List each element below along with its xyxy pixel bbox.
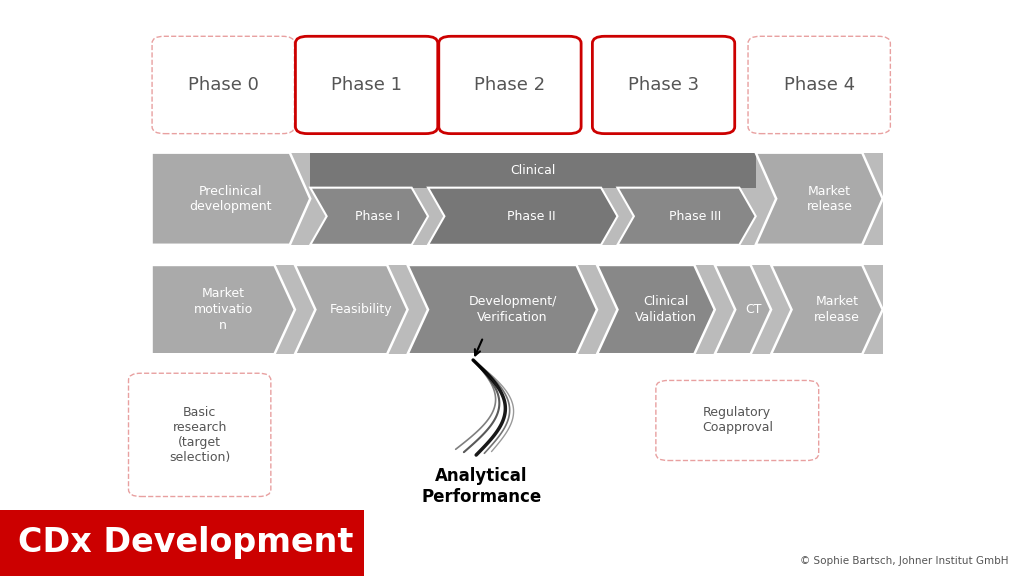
Text: Market
motivatio
n: Market motivatio n bbox=[194, 287, 253, 332]
Bar bbox=[152, 153, 883, 245]
Text: Phase III: Phase III bbox=[669, 210, 721, 223]
Text: Phase 2: Phase 2 bbox=[474, 76, 546, 94]
Text: Phase II: Phase II bbox=[507, 210, 555, 223]
Text: Basic
research
(target
selection): Basic research (target selection) bbox=[169, 406, 230, 464]
Polygon shape bbox=[310, 188, 428, 245]
Text: Development/
Verification: Development/ Verification bbox=[468, 295, 557, 324]
Text: Phase 3: Phase 3 bbox=[628, 76, 699, 94]
Polygon shape bbox=[152, 153, 310, 245]
FancyBboxPatch shape bbox=[152, 36, 295, 134]
Text: Analytical
Performance: Analytical Performance bbox=[421, 467, 542, 506]
Text: CDx Development: CDx Development bbox=[18, 526, 354, 559]
Polygon shape bbox=[617, 188, 756, 245]
Polygon shape bbox=[756, 153, 883, 245]
Polygon shape bbox=[408, 265, 597, 354]
Polygon shape bbox=[152, 265, 295, 354]
Bar bbox=[310, 153, 756, 188]
FancyBboxPatch shape bbox=[129, 373, 270, 497]
Text: Phase I: Phase I bbox=[355, 210, 399, 223]
Text: Phase 0: Phase 0 bbox=[187, 76, 259, 94]
Text: CT: CT bbox=[744, 303, 762, 316]
FancyBboxPatch shape bbox=[438, 36, 582, 134]
Text: Market
release: Market release bbox=[807, 185, 852, 213]
Text: Clinical
Validation: Clinical Validation bbox=[635, 295, 697, 324]
Bar bbox=[0, 510, 364, 576]
Text: Preclinical
development: Preclinical development bbox=[189, 185, 272, 213]
Polygon shape bbox=[597, 265, 715, 354]
Text: Feasibility: Feasibility bbox=[330, 303, 393, 316]
Text: Clinical: Clinical bbox=[510, 164, 556, 177]
Bar bbox=[152, 265, 883, 354]
Text: Phase 1: Phase 1 bbox=[331, 76, 402, 94]
FancyBboxPatch shape bbox=[748, 36, 891, 134]
FancyBboxPatch shape bbox=[592, 36, 735, 134]
Text: Market
release: Market release bbox=[814, 295, 860, 324]
FancyBboxPatch shape bbox=[295, 36, 438, 134]
Polygon shape bbox=[295, 265, 408, 354]
FancyBboxPatch shape bbox=[655, 380, 819, 461]
Polygon shape bbox=[715, 265, 771, 354]
Text: Phase 4: Phase 4 bbox=[783, 76, 855, 94]
Text: Regulatory
Coapproval: Regulatory Coapproval bbox=[701, 407, 773, 434]
Polygon shape bbox=[428, 188, 617, 245]
Text: © Sophie Bartsch, Johner Institut GmbH: © Sophie Bartsch, Johner Institut GmbH bbox=[800, 556, 1009, 566]
Polygon shape bbox=[771, 265, 883, 354]
